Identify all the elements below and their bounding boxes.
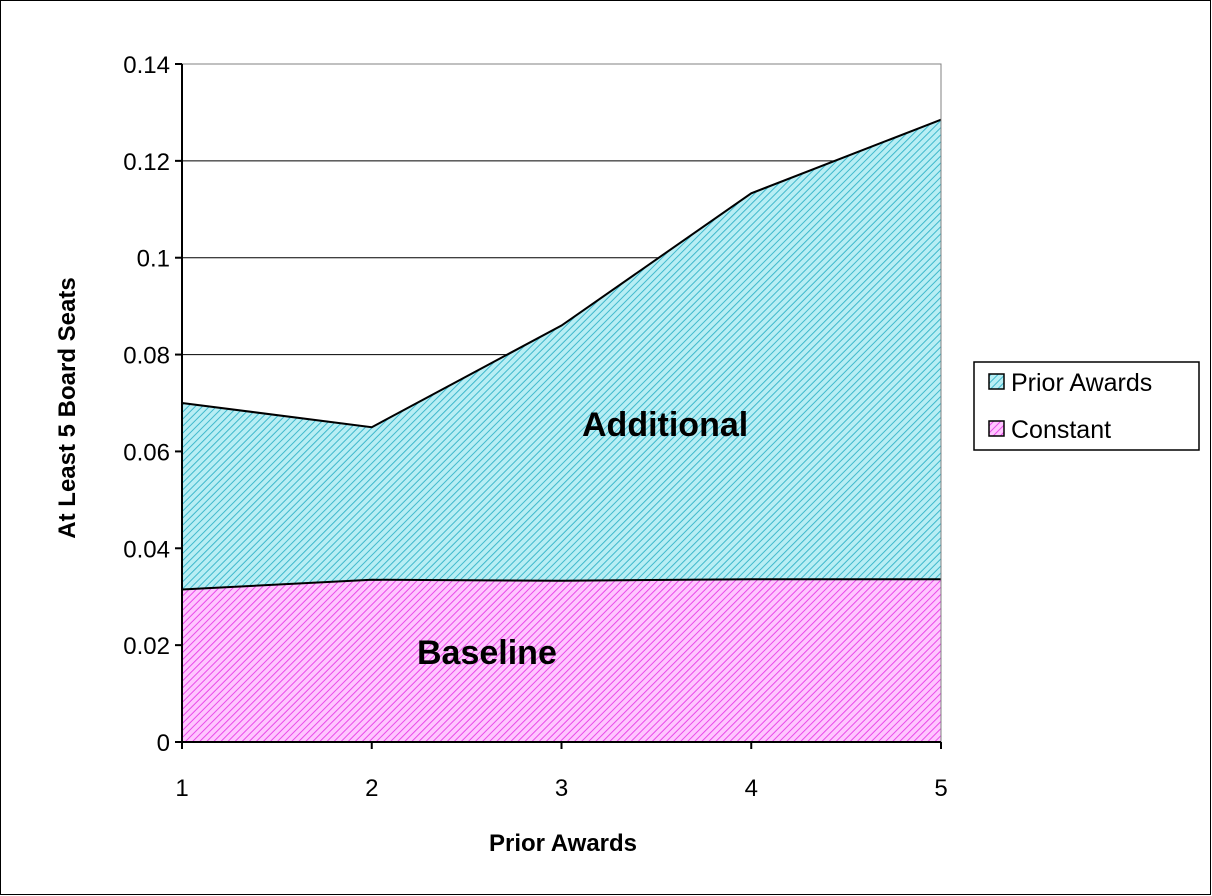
area-constant <box>182 579 941 742</box>
y-tick-label: 0.04 <box>123 536 170 563</box>
x-axis-ticks: 1 2 3 4 5 <box>175 742 948 802</box>
area-prior-awards <box>182 119 941 590</box>
y-tick-label: 0.06 <box>123 439 170 466</box>
legend-label-constant: Constant <box>1011 416 1111 444</box>
y-tick-label: 0.14 <box>123 52 170 79</box>
x-tick-label: 2 <box>365 775 378 802</box>
annotation-baseline: Baseline <box>417 634 557 672</box>
y-axis-ticks: 0 0.02 0.04 0.06 0.08 0.1 0.12 0.14 <box>123 52 182 757</box>
y-tick-label: 0.1 <box>137 246 170 273</box>
x-tick-label: 5 <box>934 775 947 802</box>
legend-swatch-constant <box>988 420 1005 437</box>
legend-label-prior-awards: Prior Awards <box>1011 369 1152 397</box>
y-tick-label: 0.08 <box>123 343 170 370</box>
legend: Prior Awards Constant <box>973 361 1200 451</box>
legend-swatch-prior-awards <box>988 373 1005 390</box>
x-tick-label: 4 <box>745 775 758 802</box>
x-axis-title: Prior Awards <box>489 830 637 857</box>
y-tick-label: 0 <box>157 730 170 757</box>
y-tick-label: 0.02 <box>123 633 170 660</box>
x-tick-label: 1 <box>175 775 188 802</box>
annotation-additional: Additional <box>582 406 748 444</box>
line-constant-top <box>181 578 941 591</box>
legend-box <box>973 361 1200 451</box>
x-tick-label: 3 <box>555 775 568 802</box>
y-axis-title: At Least 5 Board Seats <box>54 277 81 538</box>
line-prior-awards-top <box>181 118 942 429</box>
y-tick-label: 0.12 <box>123 149 170 176</box>
